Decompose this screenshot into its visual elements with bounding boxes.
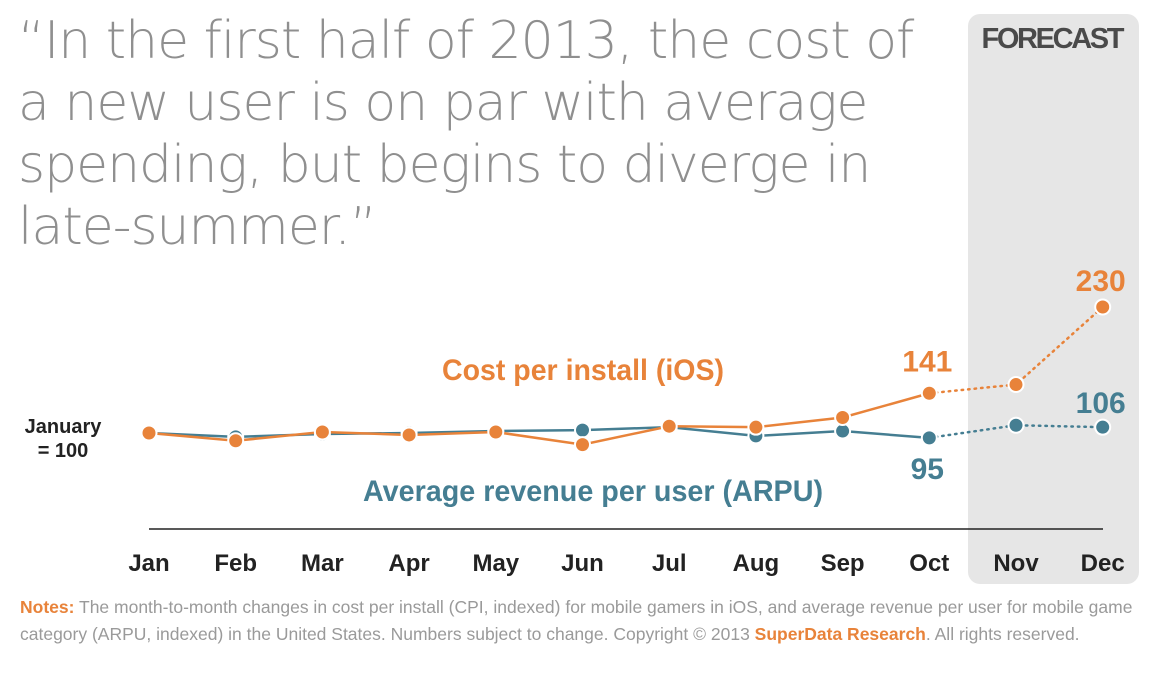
x-tick-label: Jan <box>128 550 169 577</box>
data-point-arpu <box>1094 418 1112 436</box>
data-point-cpi <box>1094 298 1112 316</box>
data-labels: 141 230 95 106 <box>902 265 1125 486</box>
x-tick-label: Oct <box>909 550 949 577</box>
data-point-cpi <box>834 408 852 426</box>
series-layer <box>140 298 1112 454</box>
baseline-label-line: = 100 <box>38 440 89 462</box>
data-point-cpi <box>1007 376 1025 394</box>
x-tick-label: Sep <box>821 550 865 577</box>
series-cpi <box>140 298 1112 454</box>
data-point-arpu <box>1007 416 1025 434</box>
data-point-arpu <box>574 421 591 439</box>
series-labels: Cost per install (iOS) Average revenue pe… <box>363 354 823 508</box>
x-tick-label: Aug <box>733 550 780 577</box>
series-forecast-line-arpu <box>928 423 1104 440</box>
data-point-cpi <box>574 436 591 454</box>
data-point-cpi <box>313 423 331 441</box>
x-tick-label: Dec <box>1081 550 1125 577</box>
notes-brand: SuperData Research <box>754 624 926 644</box>
x-tick-label: Jul <box>652 550 687 577</box>
series-arpu <box>140 416 1112 447</box>
series-label-arpu: Average revenue per user (ARPU) <box>363 475 823 508</box>
series-line-cpi <box>148 392 930 446</box>
data-label-cpi: 230 <box>1076 265 1126 298</box>
notes-tail: . All rights reserved. <box>925 624 1080 644</box>
x-tick-label: Apr <box>388 550 429 577</box>
baseline-label: January= 100 <box>25 416 103 462</box>
data-label-arpu: 95 <box>911 453 944 486</box>
notes: Notes: The month-to-month changes in cos… <box>20 594 1140 648</box>
x-tick-labels: Jan Feb Mar Apr May Jun Jul Aug Sep Oct Nov Dec <box>128 550 1124 577</box>
x-tick-label: Jun <box>561 550 604 577</box>
data-point-cpi <box>660 417 678 435</box>
series-line-arpu <box>148 425 930 440</box>
data-label-arpu: 106 <box>1076 387 1126 420</box>
notes-text: The month-to-month changes in cost per i… <box>20 597 1133 644</box>
baseline-label-line: January <box>25 416 103 438</box>
series-label-cpi: Cost per install (iOS) <box>442 354 724 387</box>
x-tick-label: Mar <box>301 550 344 577</box>
notes-label: Notes: <box>20 597 75 617</box>
chart-title: “In the first half of 2013, the cost of … <box>18 11 914 257</box>
data-point-cpi <box>140 424 158 442</box>
data-point-cpi <box>400 426 418 444</box>
data-point-cpi <box>920 384 938 402</box>
data-label-cpi: 141 <box>902 345 952 378</box>
data-point-arpu <box>920 429 938 447</box>
forecast-band <box>968 14 1139 584</box>
x-tick-label: Feb <box>214 550 257 577</box>
data-point-cpi <box>487 423 505 441</box>
x-tick-label: May <box>472 550 519 577</box>
data-point-cpi <box>227 432 245 450</box>
forecast-label: FORECAST <box>982 23 1125 55</box>
data-point-cpi <box>747 418 765 436</box>
x-tick-label: Nov <box>993 550 1039 577</box>
